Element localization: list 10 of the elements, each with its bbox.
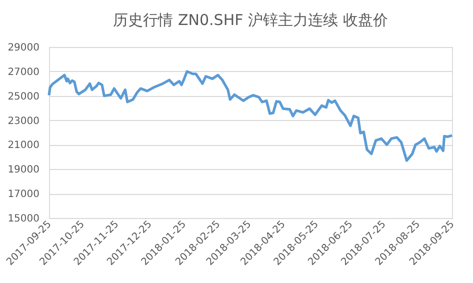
y-tick-label: 23000 [8,116,40,127]
y-tick-label: 27000 [8,66,40,78]
y-tick-label: 21000 [8,140,40,152]
y-tick-label: 19000 [8,164,40,176]
y-tick-label: 17000 [8,189,40,200]
y-tick-label: 29000 [8,42,40,54]
line-series [48,70,454,162]
chart-title: 历史行情 ZN0.SHF 沪锌主力连续 收盘价 [113,11,388,29]
y-tick-label: 25000 [8,91,40,102]
y-tick-label: 15000 [8,214,40,224]
